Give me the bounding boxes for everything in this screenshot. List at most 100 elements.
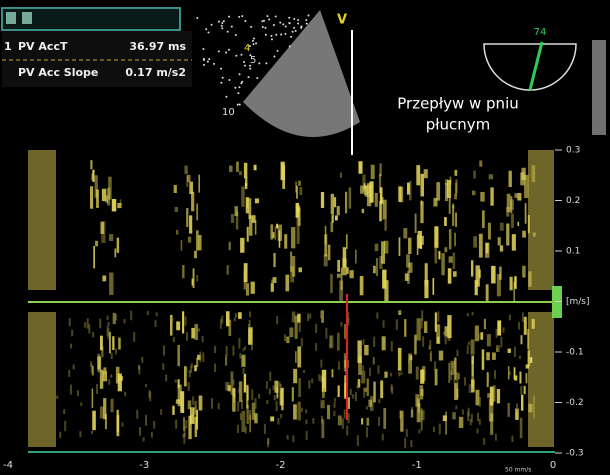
spectral-noise — [468, 408, 470, 417]
spectral-noise — [274, 395, 276, 400]
spectral-speckle — [184, 166, 187, 175]
spectral-noise — [145, 384, 147, 387]
spectral-noise — [307, 313, 309, 321]
depth-label: 5 — [250, 55, 256, 66]
spectral-speckle — [246, 385, 248, 409]
spectral-noise — [185, 420, 187, 428]
spectral-speckle — [337, 274, 341, 278]
spectral-speckle — [297, 314, 300, 323]
spectral-noise — [472, 312, 474, 316]
spectral-speckle — [191, 328, 194, 338]
spectral-speckle — [445, 412, 447, 435]
spectral-noise — [315, 343, 317, 351]
edge-band — [528, 312, 554, 447]
spectral-noise — [503, 327, 505, 332]
spectral-noise — [235, 313, 237, 317]
spectral-speckle — [489, 399, 493, 422]
spectral-speckle — [116, 415, 119, 436]
spectral-noise — [233, 380, 235, 386]
spectral-speckle — [521, 335, 523, 344]
spectral-speckle — [380, 380, 383, 398]
sector-dot — [293, 27, 295, 29]
spectral-speckle — [527, 329, 529, 349]
spectral-noise — [411, 407, 413, 411]
spectral-noise — [323, 388, 325, 391]
sector-dot — [203, 58, 205, 60]
spectral-speckle — [521, 395, 523, 411]
spectral-speckle — [175, 207, 178, 212]
measurement-value: 36.97 ms — [129, 40, 186, 53]
spectral-noise — [182, 434, 184, 437]
spectral-speckle — [476, 390, 480, 406]
spectral-noise — [362, 365, 364, 371]
spectral-speckle — [514, 276, 516, 289]
spectral-speckle — [343, 247, 347, 267]
spectral-speckle — [371, 165, 375, 179]
spectral-speckle — [433, 278, 435, 295]
spectral-speckle — [332, 369, 334, 377]
spectral-noise — [520, 386, 522, 395]
velocity-label: [m/s] — [566, 297, 590, 307]
spectral-speckle — [452, 412, 456, 419]
time-label: -2 — [276, 460, 286, 471]
spectral-noise — [91, 431, 93, 434]
spectral-speckle — [295, 351, 297, 363]
spectral-noise — [276, 401, 278, 411]
spectral-noise — [220, 319, 222, 329]
spectral-speckle — [449, 229, 452, 249]
spectral-speckle — [330, 274, 332, 293]
spectral-noise — [467, 345, 469, 354]
spectral-speckle — [247, 227, 249, 242]
spectral-speckle — [416, 165, 420, 185]
spectral-noise — [233, 397, 235, 404]
spectral-speckle — [349, 187, 352, 208]
spectral-speckle — [449, 196, 451, 214]
spectral-noise — [191, 408, 193, 414]
spectral-speckle — [384, 241, 388, 254]
spectral-noise — [153, 421, 155, 429]
spectral-speckle — [526, 373, 528, 383]
spectral-speckle — [90, 160, 92, 169]
spectral-speckle — [229, 166, 232, 172]
sector-dot — [275, 34, 277, 36]
spectral-noise — [237, 425, 239, 433]
spectral-speckle — [199, 396, 203, 411]
spectral-speckle — [177, 345, 179, 366]
sector-dot — [220, 82, 222, 84]
spectral-noise — [156, 312, 158, 316]
spectral-noise — [400, 372, 402, 375]
sector-dot — [253, 43, 255, 45]
spectral-speckle — [194, 365, 197, 371]
spectral-speckle — [189, 215, 192, 233]
sector-dot — [241, 15, 243, 17]
sector-dot — [275, 16, 277, 18]
spectral-noise — [456, 372, 458, 379]
spectral-speckle — [512, 234, 516, 251]
sector-dot — [279, 22, 281, 24]
spectral-speckle — [443, 415, 447, 421]
sector-dot — [273, 24, 275, 26]
measurement-index: 1 — [4, 40, 12, 53]
spectral-speckle — [198, 235, 201, 250]
spectral-speckle — [493, 385, 496, 401]
spectral-speckle — [376, 258, 378, 276]
spectral-noise — [496, 348, 498, 352]
spectral-speckle — [229, 242, 231, 250]
spectral-noise — [292, 435, 294, 442]
angle-value: 74 — [534, 27, 547, 38]
spectral-speckle — [275, 226, 277, 240]
spectral-noise — [238, 338, 240, 349]
spectral-speckle — [278, 225, 282, 241]
spectral-speckle — [193, 268, 195, 288]
spectral-speckle — [346, 267, 348, 274]
spectral-noise — [301, 338, 303, 346]
spectral-noise — [398, 372, 400, 376]
spectral-speckle — [453, 253, 455, 270]
spectral-speckle — [286, 337, 289, 344]
spectral-noise — [456, 379, 458, 388]
spectral-speckle — [373, 357, 375, 365]
sector-dot — [220, 68, 222, 70]
spectral-noise — [214, 364, 216, 372]
spectral-noise — [391, 386, 393, 394]
spectral-speckle — [370, 396, 374, 411]
